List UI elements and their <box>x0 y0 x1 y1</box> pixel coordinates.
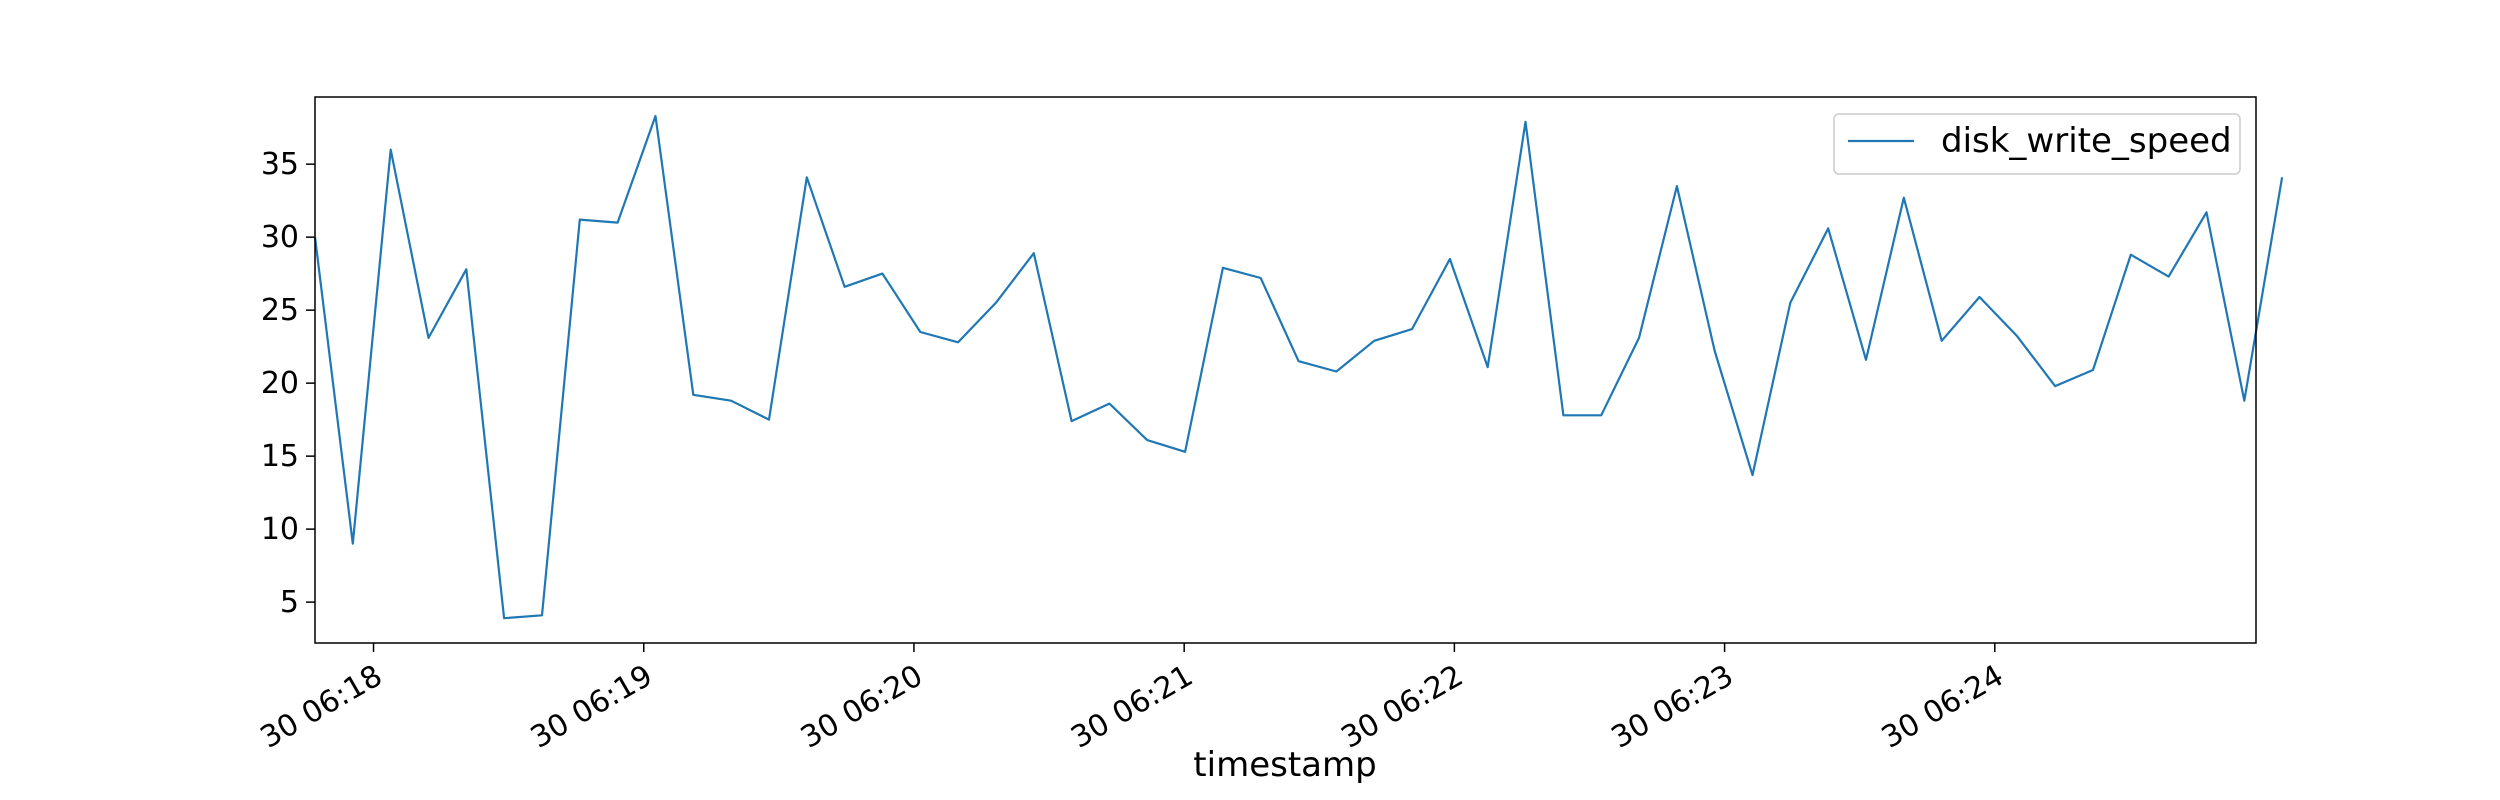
y-tick-label: 20 <box>261 366 299 401</box>
y-tick-label: 35 <box>261 147 299 182</box>
x-axis-label: timestamp <box>1193 745 1376 785</box>
legend: disk_write_speed <box>1833 113 2241 175</box>
y-tick-label: 25 <box>261 293 299 328</box>
x-tick-label: 30 06:20 <box>795 658 929 755</box>
x-tick-label: 30 06:21 <box>1065 658 1199 755</box>
legend-box <box>1833 113 2241 175</box>
x-tick-label: 30 06:23 <box>1606 658 1740 755</box>
x-tick-label: 30 06:18 <box>255 658 389 755</box>
y-tick-label: 30 <box>261 220 299 255</box>
y-tick-label: 15 <box>261 439 299 474</box>
x-tick-label: 30 06:24 <box>1876 658 2010 755</box>
x-tick-label: 30 06:22 <box>1335 658 1469 755</box>
legend-label: disk_write_speed <box>1941 121 2232 161</box>
y-tick-label: 5 <box>280 585 299 620</box>
series-line-disk-write-speed <box>313 114 2284 620</box>
plot-frame <box>314 96 2257 644</box>
x-tick-label: 30 06:19 <box>525 658 659 755</box>
y-axis: 5 10 15 20 25 30 35 <box>261 147 315 620</box>
y-tick-label: 10 <box>261 512 299 547</box>
x-axis: 30 06:18 30 06:19 30 06:20 30 06:21 30 06:22… <box>255 643 2010 756</box>
